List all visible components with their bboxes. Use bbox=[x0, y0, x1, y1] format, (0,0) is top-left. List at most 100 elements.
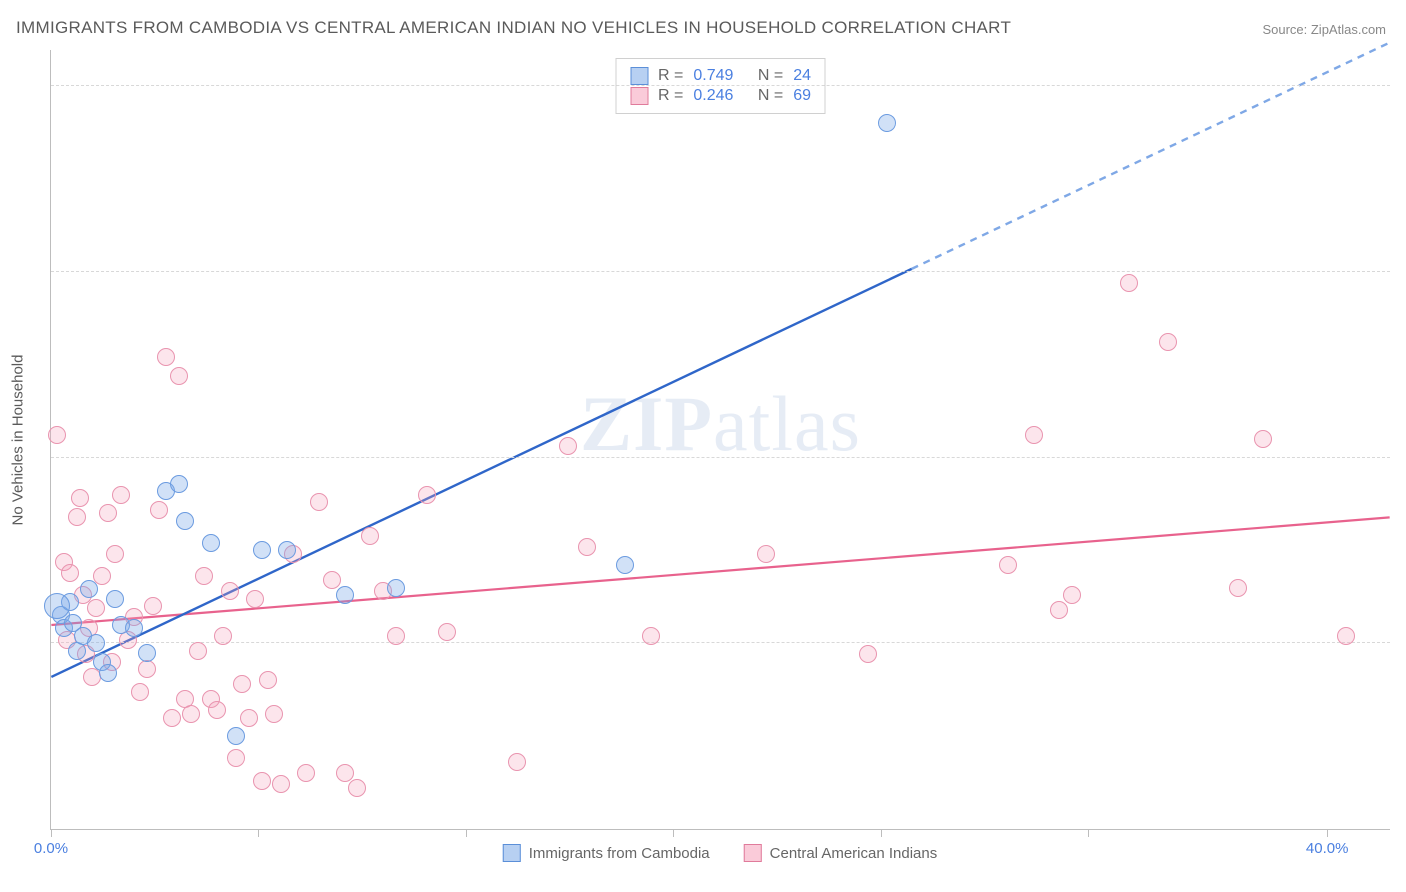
data-point bbox=[387, 579, 405, 597]
data-point bbox=[348, 779, 366, 797]
data-point bbox=[310, 493, 328, 511]
data-point bbox=[87, 599, 105, 617]
xtick bbox=[1327, 829, 1328, 837]
data-point bbox=[246, 590, 264, 608]
xtick bbox=[51, 829, 52, 837]
data-point bbox=[323, 571, 341, 589]
data-point bbox=[176, 512, 194, 530]
legend-item-pink: Central American Indians bbox=[744, 844, 938, 862]
n-value-blue: 24 bbox=[793, 67, 811, 85]
gridline bbox=[51, 642, 1390, 643]
data-point bbox=[1254, 430, 1272, 448]
data-point bbox=[202, 534, 220, 552]
data-point bbox=[387, 627, 405, 645]
data-point bbox=[1337, 627, 1355, 645]
data-point bbox=[233, 675, 251, 693]
data-point bbox=[68, 508, 86, 526]
chart-area: ZIPatlas R = 0.749 N = 24 R = 0.246 N = … bbox=[50, 50, 1390, 830]
data-point bbox=[163, 709, 181, 727]
data-point bbox=[336, 764, 354, 782]
legend-item-blue: Immigrants from Cambodia bbox=[503, 844, 710, 862]
data-point bbox=[112, 486, 130, 504]
r-value-blue: 0.749 bbox=[693, 67, 733, 85]
data-point bbox=[138, 644, 156, 662]
data-point bbox=[297, 764, 315, 782]
swatch-pink bbox=[630, 87, 648, 105]
xtick bbox=[673, 829, 674, 837]
data-point bbox=[150, 501, 168, 519]
data-point bbox=[336, 586, 354, 604]
data-point bbox=[1025, 426, 1043, 444]
legend-series: Immigrants from Cambodia Central America… bbox=[503, 844, 937, 862]
xtick bbox=[1088, 829, 1089, 837]
r-label: R = bbox=[658, 67, 683, 85]
data-point bbox=[272, 775, 290, 793]
xtick bbox=[881, 829, 882, 837]
data-point bbox=[157, 348, 175, 366]
data-point bbox=[578, 538, 596, 556]
data-point bbox=[99, 504, 117, 522]
data-point bbox=[227, 727, 245, 745]
n-value-pink: 69 bbox=[793, 87, 811, 105]
data-point bbox=[221, 582, 239, 600]
xtick-label: 0.0% bbox=[34, 840, 68, 857]
data-point bbox=[170, 475, 188, 493]
y-axis-label: No Vehicles in Household bbox=[10, 355, 27, 526]
regression-line bbox=[51, 269, 911, 677]
data-point bbox=[195, 567, 213, 585]
data-point bbox=[642, 627, 660, 645]
n-label: N = bbox=[758, 87, 783, 105]
data-point bbox=[1229, 579, 1247, 597]
data-point bbox=[859, 645, 877, 663]
data-point bbox=[131, 683, 149, 701]
plot-region: ZIPatlas R = 0.749 N = 24 R = 0.246 N = … bbox=[50, 50, 1390, 830]
data-point bbox=[1159, 333, 1177, 351]
xtick bbox=[258, 829, 259, 837]
data-point bbox=[559, 437, 577, 455]
data-point bbox=[80, 580, 98, 598]
data-point bbox=[878, 114, 896, 132]
data-point bbox=[253, 772, 271, 790]
data-point bbox=[87, 634, 105, 652]
xtick-label: 40.0% bbox=[1306, 840, 1349, 857]
swatch-blue bbox=[503, 844, 521, 862]
source-label: Source: ZipAtlas.com bbox=[1262, 22, 1386, 37]
data-point bbox=[99, 664, 117, 682]
data-point bbox=[182, 705, 200, 723]
data-point bbox=[1120, 274, 1138, 292]
data-point bbox=[138, 660, 156, 678]
data-point-large bbox=[44, 593, 70, 619]
legend-label-blue: Immigrants from Cambodia bbox=[529, 845, 710, 862]
legend-label-pink: Central American Indians bbox=[770, 845, 938, 862]
data-point bbox=[106, 590, 124, 608]
data-point bbox=[757, 545, 775, 563]
data-point bbox=[361, 527, 379, 545]
data-point bbox=[170, 367, 188, 385]
data-point bbox=[48, 426, 66, 444]
xtick bbox=[466, 829, 467, 837]
data-point bbox=[616, 556, 634, 574]
data-point bbox=[438, 623, 456, 641]
data-point bbox=[125, 619, 143, 637]
data-point bbox=[999, 556, 1017, 574]
swatch-blue bbox=[630, 67, 648, 85]
data-point bbox=[1063, 586, 1081, 604]
data-point bbox=[259, 671, 277, 689]
regression-line bbox=[912, 43, 1390, 269]
data-point bbox=[240, 709, 258, 727]
data-point bbox=[418, 486, 436, 504]
data-point bbox=[265, 705, 283, 723]
data-point bbox=[253, 541, 271, 559]
data-point bbox=[227, 749, 245, 767]
regression-line bbox=[51, 517, 1389, 625]
gridline bbox=[51, 271, 1390, 272]
data-point bbox=[144, 597, 162, 615]
gridline bbox=[51, 457, 1390, 458]
data-point bbox=[1050, 601, 1068, 619]
swatch-pink bbox=[744, 844, 762, 862]
r-label: R = bbox=[658, 87, 683, 105]
data-point bbox=[278, 541, 296, 559]
legend-row-blue: R = 0.749 N = 24 bbox=[630, 67, 811, 85]
data-point bbox=[106, 545, 124, 563]
chart-title: IMMIGRANTS FROM CAMBODIA VS CENTRAL AMER… bbox=[16, 18, 1011, 38]
